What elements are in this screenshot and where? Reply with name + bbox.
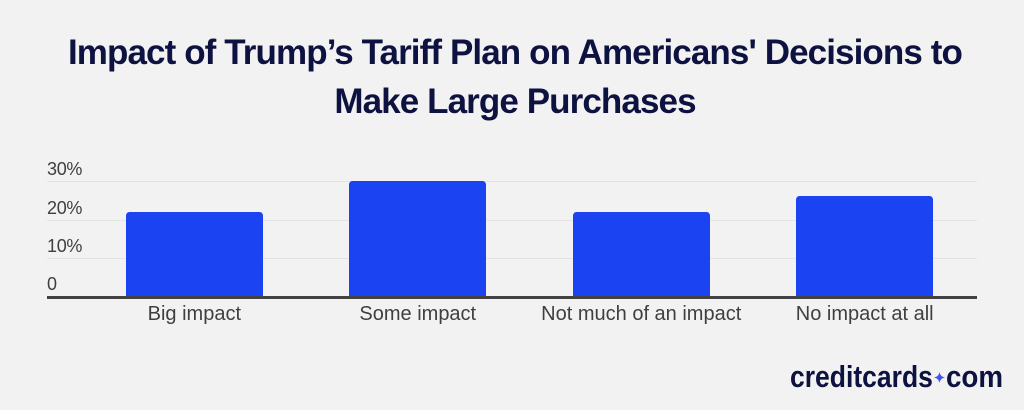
bar-not-much-of-an-impact: [572, 211, 710, 299]
gridline-20: [47, 219, 977, 221]
logo-text-creditcards: creditcards: [790, 359, 933, 394]
category-label-no-impact-at-all: No impact at all: [795, 303, 934, 325]
y-axis-tick-10: 10%: [47, 236, 83, 257]
y-axis-tick-30: 30%: [47, 159, 83, 180]
logo-text-com: com: [945, 359, 1003, 394]
y-axis-tick-20: 20%: [47, 197, 83, 218]
category-label-not-much-of-an-impact: Not much of an impact: [541, 303, 742, 325]
sparkle-icon: [934, 372, 945, 383]
bar-some-impact: [349, 181, 487, 299]
gridline-30: [47, 181, 977, 182]
gridline-10: [47, 258, 977, 259]
chart-title-line-2: Make Large Purchases: [334, 82, 696, 121]
y-axis-tick-0: 0: [47, 274, 57, 295]
bar-no-impact-at-all: [796, 196, 934, 299]
category-label-big-impact: Big impact: [147, 303, 241, 325]
category-label-some-impact: Some impact: [359, 303, 477, 325]
chart-title: Impact of Trump’s Tariff Plan on America…: [3, 28, 1024, 126]
chart-title-line-1: Impact of Trump’s Tariff Plan on America…: [67, 33, 963, 72]
x-axis-baseline: [47, 296, 977, 299]
bar-big-impact: [125, 211, 263, 299]
